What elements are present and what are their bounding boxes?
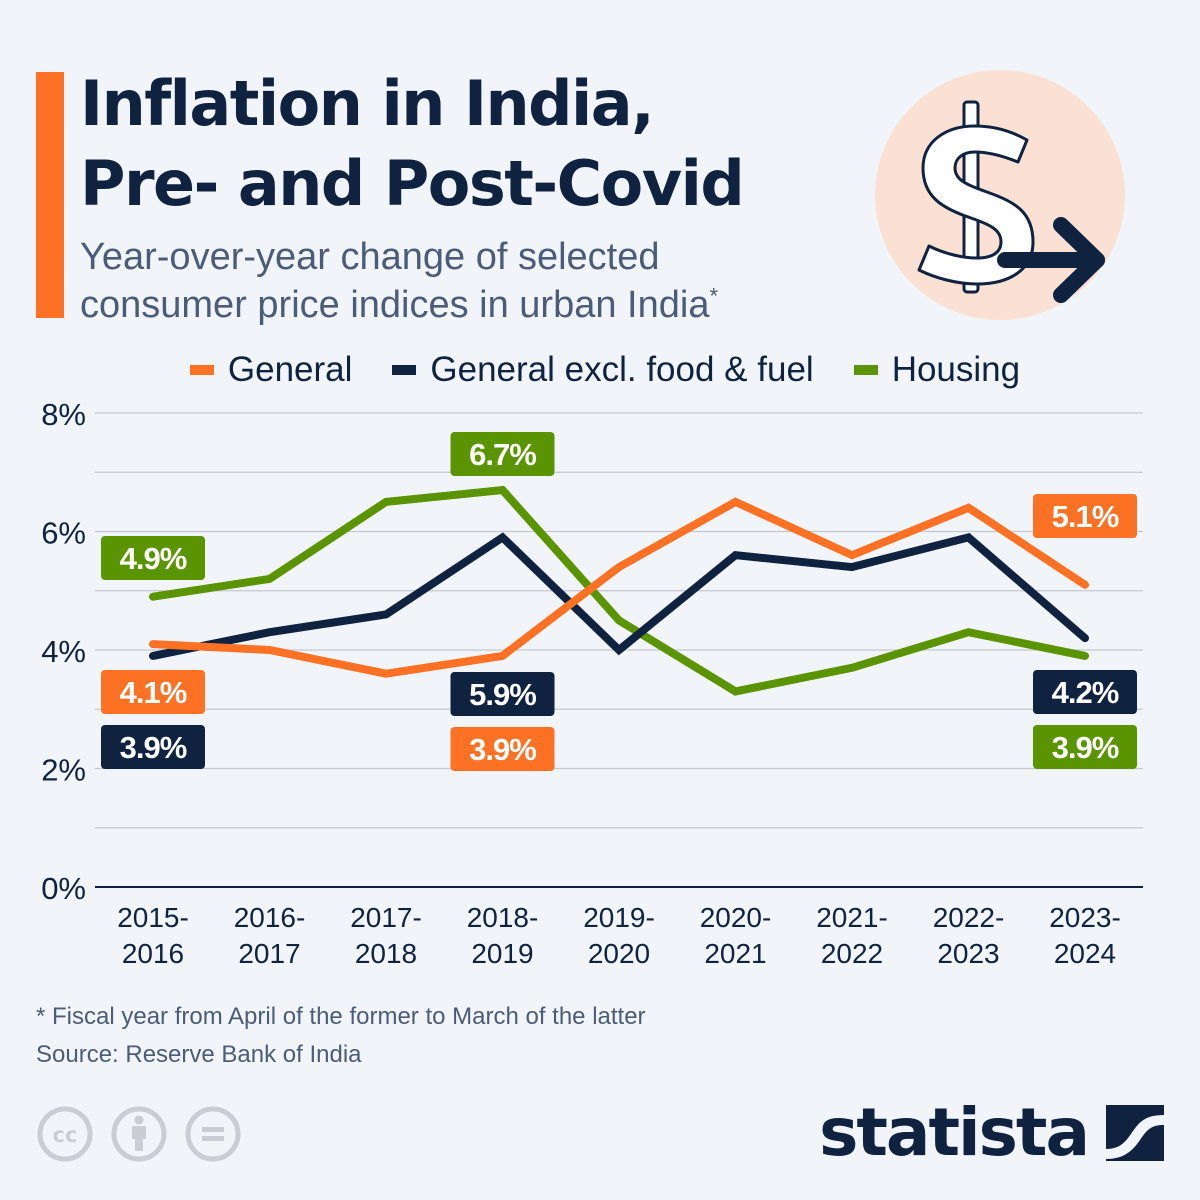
x-tick-label: 2018	[355, 938, 417, 969]
source: Source: Reserve Bank of India	[36, 1041, 362, 1068]
data-label-text: 3.9%	[469, 732, 536, 767]
chart-subtitle: Year-over-year change of selected consum…	[80, 233, 718, 329]
legend-swatch-core	[392, 365, 417, 375]
data-label-box	[450, 432, 555, 476]
data-label-general-excl-food-fuel: 5.9%	[450, 672, 555, 716]
subtitle-line-2-text: consumer price indices in urban India	[80, 284, 710, 326]
dollar-arrow-icon	[875, 70, 1125, 320]
dollar-sign-icon	[917, 100, 1035, 294]
data-label-box	[1033, 494, 1137, 538]
data-label-general-excl-food-fuel: 4.2%	[1033, 670, 1137, 714]
legend-item-core: General excl. food & fuel	[392, 350, 814, 390]
data-label-text: 3.9%	[1052, 730, 1119, 765]
data-label-box	[1033, 725, 1137, 769]
x-tick-label: 2019-	[583, 902, 655, 933]
series-lines	[149, 485, 1089, 696]
data-label-general: 3.9%	[450, 727, 555, 771]
title-line-1: Inflation in India,	[80, 67, 655, 140]
footnote-block: * Fiscal year from April of the former t…	[36, 998, 646, 1074]
x-tick-label: 2016-	[234, 902, 306, 933]
data-labels: 4.1% 3.9% 5.1% 3.9% 5.9% 4.2% 4.9% 6.7% 3.9%	[101, 432, 1137, 771]
statista-mark-icon	[1106, 1105, 1164, 1161]
data-label-text: 4.9%	[120, 541, 187, 576]
legend-item-general: General	[189, 350, 353, 390]
x-tick-label: 2022	[821, 938, 883, 969]
x-tick-label: 2024	[1054, 938, 1116, 969]
data-label-text: 4.1%	[120, 675, 187, 710]
no-derivatives-icon[interactable]	[184, 1105, 242, 1163]
y-tick-label: 2%	[41, 753, 86, 788]
legend-label-core: General excl. food & fuel	[430, 350, 814, 389]
chart-title: Inflation in India, Pre- and Post-Covid	[80, 64, 745, 224]
x-tick-label: 2021-	[816, 902, 888, 933]
y-tick-label: 8%	[41, 397, 86, 432]
y-tick-label: 4%	[41, 634, 86, 669]
data-label-box	[450, 727, 555, 771]
y-tick-label: 0%	[41, 871, 86, 906]
x-tick-label: 2018-	[467, 902, 539, 933]
x-tick-label: 2016	[122, 938, 184, 969]
x-tick-label: 2019	[471, 938, 533, 969]
legend-item-housing: Housing	[853, 350, 1021, 390]
svg-text:cc: cc	[53, 1123, 78, 1147]
x-tick-label: 2020	[588, 938, 650, 969]
line-chart: 0%2%4%6%8% 2015-20162016-20172017-201820…	[41, 397, 1143, 969]
statista-logo[interactable]: statista	[819, 1100, 1164, 1166]
data-label-text: 4.2%	[1052, 675, 1119, 710]
subtitle-line-2: consumer price indices in urban India*	[80, 281, 718, 329]
data-label-text: 5.9%	[469, 677, 536, 712]
x-tick-label: 2023-	[1049, 902, 1121, 933]
license-icons: cc	[36, 1105, 242, 1163]
legend-label-housing: Housing	[891, 350, 1021, 389]
x-tick-label: 2023	[937, 938, 999, 969]
x-tick-label: 2015-	[117, 902, 189, 933]
y-tick-label: 6%	[41, 516, 86, 551]
data-label-text: 5.1%	[1052, 499, 1119, 534]
x-tick-label: 2017	[238, 938, 300, 969]
x-tick-label: 2021	[704, 938, 766, 969]
title-line-2: Pre- and Post-Covid	[80, 147, 745, 220]
data-label-housing: 3.9%	[1033, 725, 1137, 769]
data-label-general-excl-food-fuel: 3.9%	[101, 725, 205, 769]
data-label-housing: 4.9%	[101, 536, 205, 580]
data-label-box	[101, 536, 205, 580]
legend-swatch-general	[189, 365, 214, 375]
data-label-box	[101, 670, 205, 714]
footnote: * Fiscal year from April of the former t…	[36, 1003, 646, 1030]
arrow-right-icon	[997, 217, 1105, 303]
y-axis: 0% 2% 4% 6% 8%	[41, 397, 86, 906]
legend-swatch-housing	[853, 365, 878, 375]
data-label-box	[1033, 670, 1137, 714]
data-label-general: 4.1%	[101, 670, 205, 714]
subtitle-line-1: Year-over-year change of selected	[80, 236, 660, 278]
data-label-text: 3.9%	[120, 730, 187, 765]
data-label-box	[450, 672, 555, 716]
data-label-housing: 6.7%	[450, 432, 555, 476]
x-tick-label: 2020-	[700, 902, 772, 933]
x-axis: 2015- 2016 2016- 2017 2017- 2018 2018- 2019 2019…	[117, 902, 1121, 969]
brand-wordmark: statista	[819, 1094, 1090, 1171]
attribution-icon[interactable]	[110, 1105, 168, 1163]
x-tick-label: 2022-	[933, 902, 1005, 933]
cc-icon[interactable]: cc	[36, 1105, 94, 1163]
x-tick-label: 2017-	[350, 902, 422, 933]
footnote-marker: *	[709, 283, 719, 309]
legend: General General excl. food & fuel Housin…	[0, 350, 1200, 390]
data-label-text: 6.7%	[469, 437, 536, 472]
legend-label-general: General	[227, 350, 353, 389]
data-label-box	[101, 725, 205, 769]
accent-bar	[36, 72, 64, 318]
data-label-general: 5.1%	[1033, 494, 1137, 538]
